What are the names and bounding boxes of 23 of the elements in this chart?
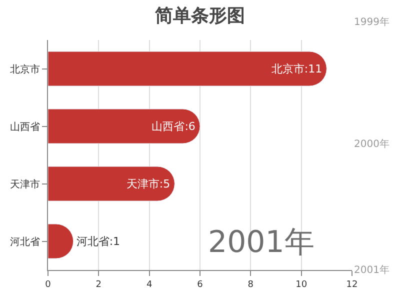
y-tick-label: 山西省 <box>10 120 40 133</box>
bar <box>48 51 327 86</box>
x-tick-label: 4 <box>146 280 152 290</box>
x-tick-label: 0 <box>45 280 52 290</box>
y-tick-label: 天津市 <box>10 178 40 190</box>
text: 1999年 <box>354 16 390 28</box>
bar <box>48 108 200 144</box>
bar <box>48 166 175 202</box>
x-tick-label: 2 <box>96 280 102 290</box>
data-label: 天津市:5 <box>126 177 170 190</box>
y-tick-label: 北京市 <box>10 63 40 76</box>
data-label: 河北省:1 <box>76 234 120 248</box>
chart-title: 简单条形图 <box>154 6 245 27</box>
x-tick-label: 12 <box>346 280 358 290</box>
x-tick-label: 8 <box>248 280 254 290</box>
text: 2001年 <box>354 264 390 276</box>
annotation: 2001年 <box>208 225 314 260</box>
text: 2000年 <box>354 138 390 150</box>
data-label: 北京市:11 <box>271 62 322 76</box>
data-label: 山西省:6 <box>152 120 196 133</box>
y-tick-label: 河北省 <box>10 236 40 248</box>
x-tick-label: 6 <box>197 280 204 290</box>
x-tick-label: 10 <box>296 280 308 290</box>
